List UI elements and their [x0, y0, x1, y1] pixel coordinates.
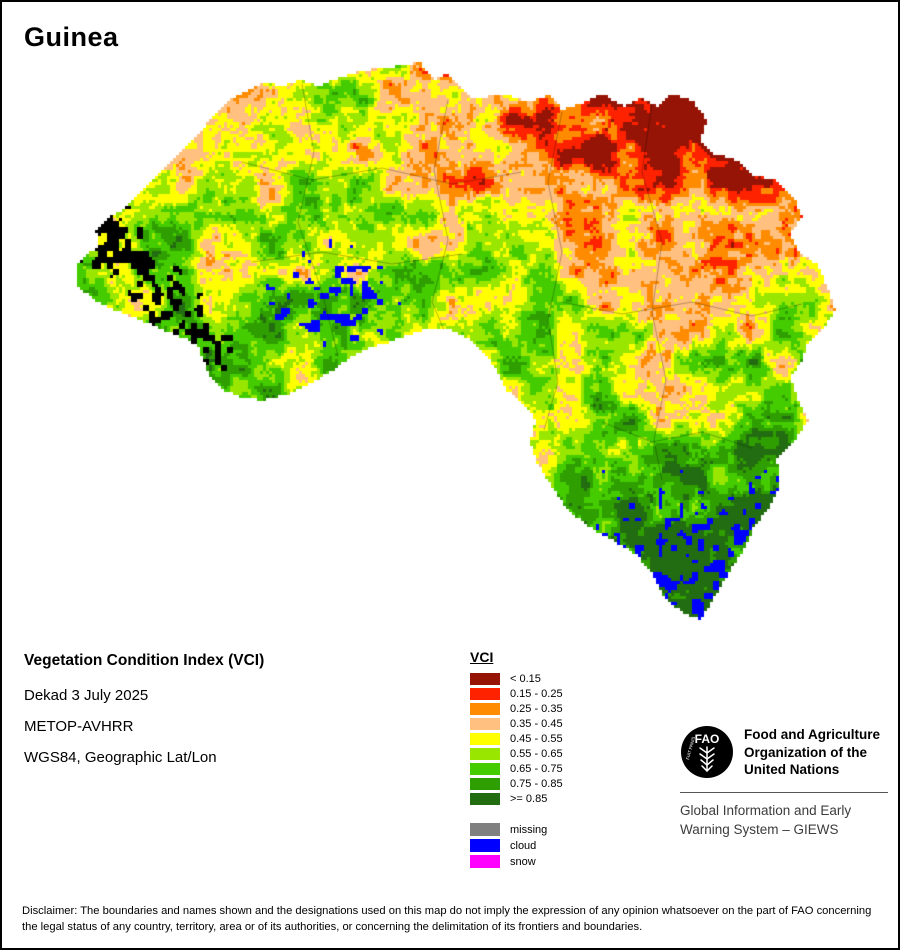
- fao-logo: FAO FIAT PANIS: [681, 726, 733, 778]
- legend-swatch: [470, 778, 500, 790]
- legend-label: 0.25 - 0.35: [510, 703, 563, 715]
- legend-row: 0.25 - 0.35: [470, 703, 563, 715]
- fao-block: FAO FIAT PANIS Food and Agriculture Orga…: [680, 724, 888, 840]
- disclaimer-text: Disclaimer: The boundaries and names sho…: [22, 905, 872, 933]
- legend-label: < 0.15: [510, 673, 541, 685]
- sensor-label: METOP-AVHRR: [24, 718, 134, 735]
- legend-swatch: [470, 748, 500, 760]
- legend-row: 0.35 - 0.45: [470, 718, 563, 730]
- legend-row: < 0.15: [470, 673, 563, 685]
- legend-swatch: [470, 703, 500, 715]
- legend-classes: < 0.15 0.15 - 0.25 0.25 - 0.35 0.35 - 0.45 0…: [470, 673, 563, 805]
- legend-swatch: [470, 793, 500, 805]
- legend-row: 0.45 - 0.55: [470, 733, 563, 745]
- product-name: Vegetation Condition Index (VCI): [24, 652, 265, 669]
- projection-label: WGS84, Geographic Lat/Lon: [24, 749, 217, 766]
- legend-label: missing: [510, 823, 548, 836]
- legend-label: snow: [510, 855, 536, 868]
- legend-row: 0.75 - 0.85: [470, 778, 563, 790]
- legend-swatch: [470, 733, 500, 745]
- fao-divider: [680, 792, 888, 793]
- vci-map-canvas: [2, 2, 898, 647]
- fao-logo-acronym: FAO: [695, 732, 720, 746]
- legend-row: >= 0.85: [470, 793, 563, 805]
- map-info-block: Vegetation Condition Index (VCI) Dekad 3…: [24, 652, 264, 780]
- legend-label: 0.45 - 0.55: [510, 733, 563, 745]
- legend-row: missing: [470, 823, 563, 836]
- legend-label: >= 0.85: [510, 793, 548, 805]
- legend-label: cloud: [510, 839, 537, 852]
- legend-swatch: [470, 855, 500, 868]
- legend-swatch: [470, 763, 500, 775]
- legend-row: 0.55 - 0.65: [470, 748, 563, 760]
- legend-row: cloud: [470, 839, 563, 852]
- legend-extras: missing cloud snow: [470, 823, 563, 868]
- wheat-ear-icon: [699, 746, 715, 772]
- legend-label: 0.55 - 0.65: [510, 748, 563, 760]
- legend-label: 0.15 - 0.25: [510, 688, 563, 700]
- legend-row: 0.65 - 0.75: [470, 763, 563, 775]
- fao-org-name: Food and Agriculture Organization of the…: [744, 727, 880, 778]
- legend-title: VCI: [470, 649, 494, 665]
- legend-swatch: [470, 673, 500, 685]
- legend-swatch: [470, 718, 500, 730]
- legend: VCI < 0.15 0.15 - 0.25 0.25 - 0.35 0.35 - 0…: [470, 649, 563, 871]
- map-title: Guinea: [24, 22, 119, 52]
- fao-header: FAO FIAT PANIS Food and Agriculture Orga…: [680, 724, 888, 780]
- legend-label: 0.75 - 0.85: [510, 778, 563, 790]
- legend-swatch: [470, 823, 500, 836]
- legend-swatch: [470, 839, 500, 852]
- legend-label: 0.35 - 0.45: [510, 718, 563, 730]
- dekad-label: Dekad 3 July 2025: [24, 687, 149, 704]
- legend-label: 0.65 - 0.75: [510, 763, 563, 775]
- legend-row: snow: [470, 855, 563, 868]
- fao-logo-motto: FIAT PANIS: [685, 736, 696, 760]
- giews-program-name: Global Information and Early Warning Sys…: [680, 803, 852, 837]
- legend-swatch: [470, 688, 500, 700]
- legend-row: 0.15 - 0.25: [470, 688, 563, 700]
